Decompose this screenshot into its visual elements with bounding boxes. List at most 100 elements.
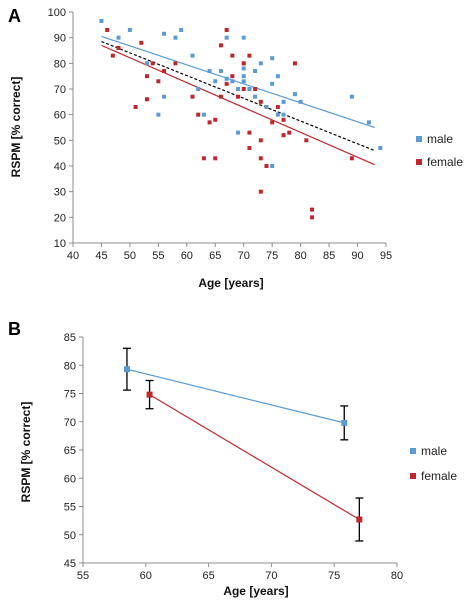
x-tick-label: 55 <box>152 250 164 262</box>
female-data-point <box>258 138 263 143</box>
female-data-point <box>110 53 115 58</box>
male-data-point <box>127 27 132 32</box>
panel-b-y-ticks: 45 50 55 60 65 70 75 80 85 <box>64 332 83 570</box>
panel-a-legend-female: female <box>416 155 463 169</box>
male-data-point <box>253 94 258 99</box>
female-data-point <box>146 391 153 398</box>
y-tick-label: 40 <box>54 161 66 173</box>
male-data-point <box>179 27 184 32</box>
male-data-point <box>162 94 167 99</box>
male-data-point <box>99 18 104 23</box>
male-data-point <box>241 35 246 40</box>
male-data-point <box>264 104 269 109</box>
legend-male-label: male <box>421 444 447 458</box>
female-data-point <box>156 79 161 84</box>
female-data-point <box>281 117 286 122</box>
male-series-line <box>126 368 345 424</box>
male-data-point <box>224 76 229 81</box>
male-data-point <box>156 112 161 117</box>
female-data-point <box>230 74 235 79</box>
female-data-point <box>162 69 167 74</box>
male-data-point <box>201 112 206 117</box>
y-tick-label: 75 <box>64 389 76 401</box>
female-data-point <box>241 61 246 66</box>
female-data-point <box>196 112 201 117</box>
female-data-point <box>270 120 275 125</box>
male-data-point <box>298 99 303 104</box>
y-tick-label: 50 <box>54 135 66 147</box>
panel-b-x-axis-title: Age [years] <box>223 584 288 598</box>
panel-a-x-axis-title: Age [years] <box>198 276 263 290</box>
male-data-point <box>230 79 235 84</box>
male-data-point <box>270 164 275 168</box>
female-data-point <box>224 27 229 32</box>
male-data-point <box>173 35 178 40</box>
x-tick-label: 80 <box>391 570 403 582</box>
female-data-point <box>349 156 354 161</box>
x-tick-label: 50 <box>124 250 136 262</box>
male-data-point <box>162 31 167 36</box>
x-tick-label: 85 <box>323 250 335 262</box>
x-tick-label: 90 <box>351 250 363 262</box>
female-data-point <box>207 120 212 125</box>
panel-a-trend-lines <box>101 35 375 166</box>
male-data-point <box>292 92 297 97</box>
legend-female-marker <box>416 159 422 165</box>
female-data-point <box>258 99 263 104</box>
male-trend-line <box>101 35 375 129</box>
female-data-point <box>218 43 223 48</box>
female-data-point <box>213 156 218 161</box>
male-data-point <box>281 112 286 117</box>
legend-female-label: female <box>427 155 463 169</box>
x-tick-label: 70 <box>265 570 277 582</box>
panel-a-points <box>99 18 383 220</box>
panel-b-label: B <box>8 319 21 339</box>
x-tick-label: 80 <box>295 250 307 262</box>
female-data-point <box>258 189 263 194</box>
male-data-point <box>123 366 130 373</box>
panel-b: B RSPM [% correct] Age [years] 55 60 65 70 7… <box>8 319 457 598</box>
female-data-point <box>218 94 223 99</box>
y-tick-label: 45 <box>64 558 76 570</box>
legend-male-marker <box>410 448 416 454</box>
panel-a-label: A <box>8 6 21 26</box>
female-data-point <box>292 61 297 66</box>
male-data-point <box>275 112 280 117</box>
female-data-point <box>236 94 241 99</box>
female-data-point <box>247 146 252 151</box>
male-data-point <box>378 146 383 151</box>
x-tick-label: 75 <box>328 570 340 582</box>
y-tick-label: 80 <box>54 58 66 70</box>
x-tick-label: 55 <box>77 570 89 582</box>
female-data-point <box>281 133 286 138</box>
legend-male-label: male <box>427 132 453 146</box>
male-data-point <box>116 35 121 40</box>
female-data-point <box>144 97 149 102</box>
panel-b-legend-male: male <box>410 444 447 458</box>
female-data-point <box>105 27 110 32</box>
male-data-point <box>236 130 241 135</box>
y-tick-label: 65 <box>64 445 76 457</box>
male-data-point <box>253 69 258 74</box>
panel-b-error-bars <box>122 347 364 542</box>
male-data-point <box>349 94 354 99</box>
female-data-point <box>213 117 218 122</box>
female-data-point <box>190 94 195 99</box>
panel-a: A RSPM [% correct] Age [years] 40 45 50 55 6… <box>8 6 463 290</box>
panel-a-x-ticks: 40 45 50 55 60 65 70 75 80 85 90 95 <box>67 243 392 262</box>
y-tick-label: 100 <box>48 7 66 19</box>
y-tick-label: 85 <box>64 332 76 344</box>
male-data-point <box>270 56 275 61</box>
female-data-point <box>304 138 309 143</box>
panel-b-x-ticks: 55 60 65 70 75 80 <box>77 563 403 582</box>
female-data-point <box>310 207 315 212</box>
female-data-point <box>241 87 246 91</box>
legend-male-marker <box>416 136 422 142</box>
y-tick-label: 55 <box>64 502 76 514</box>
female-data-point <box>275 104 280 109</box>
male-data-point <box>218 69 223 74</box>
panel-b-legend-female: female <box>410 469 457 483</box>
female-data-point <box>139 40 144 45</box>
